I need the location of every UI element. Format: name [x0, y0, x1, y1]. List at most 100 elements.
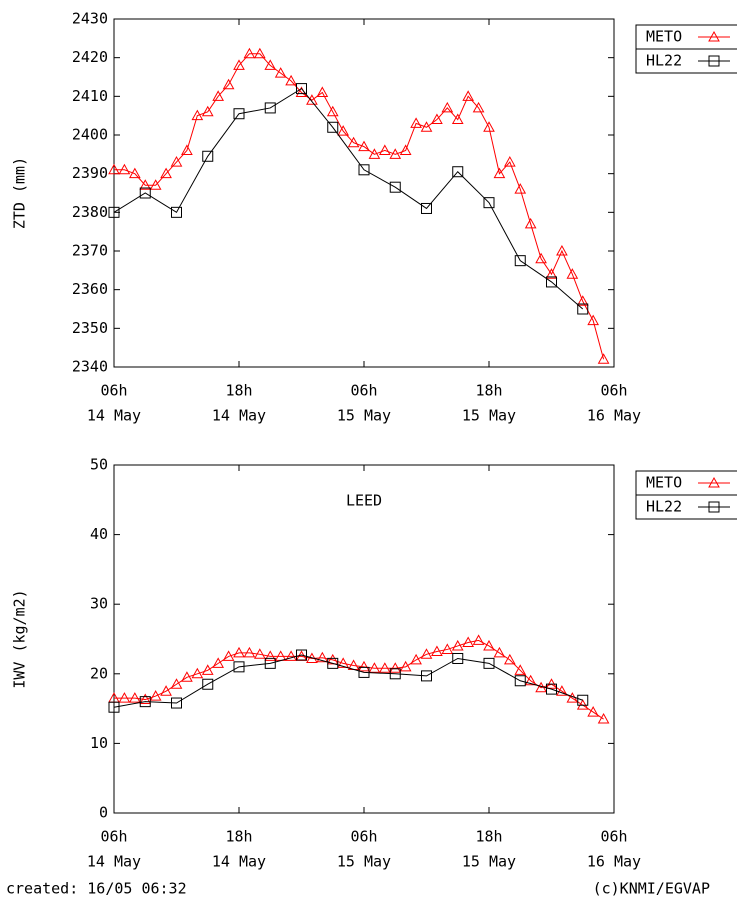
triangle-marker [108, 163, 120, 175]
triangle-marker [306, 94, 318, 105]
square-marker [358, 164, 370, 176]
square-marker [202, 150, 214, 162]
triangle-marker [410, 653, 422, 665]
triangle-marker [222, 650, 235, 661]
triangle-marker [493, 167, 506, 179]
y-tick-label: 0 [99, 804, 108, 822]
triangle-marker [587, 314, 600, 326]
triangle-marker [576, 295, 589, 306]
y-tick-label: 2400 [72, 126, 108, 144]
triangle-marker [399, 660, 412, 672]
y-tick-label: 2360 [72, 280, 108, 298]
legend-box [635, 48, 737, 74]
triangle-marker [149, 179, 162, 190]
square-marker [483, 197, 495, 209]
triangle-marker [483, 639, 495, 651]
x-tick-label: 06h [600, 382, 627, 400]
y-tick-label: 2350 [72, 319, 108, 337]
triangle-marker [493, 646, 506, 658]
triangle-marker [128, 167, 141, 179]
triangle-marker [358, 660, 370, 672]
triangle-marker [160, 167, 172, 179]
square-marker [171, 206, 182, 218]
triangle-marker [118, 692, 131, 703]
square-marker [708, 501, 720, 513]
triangle-marker [201, 105, 214, 117]
triangle-marker [514, 183, 527, 194]
x-tick-date: 16 May [587, 407, 641, 425]
triangle-marker [503, 653, 516, 665]
x-tick-date: 14 May [87, 407, 141, 425]
x-tick-date: 14 May [212, 853, 266, 871]
square-marker [452, 166, 464, 178]
legend-label: HL22 [646, 52, 682, 70]
triangle-marker [139, 179, 152, 190]
triangle-marker [337, 657, 350, 668]
triangle-marker [181, 144, 193, 155]
triangle-marker [389, 148, 402, 159]
y-axis-label: IWV (kg/m2) [11, 589, 29, 688]
x-tick-label: 06h [600, 828, 627, 846]
square-marker [483, 657, 495, 669]
square-marker [358, 666, 370, 678]
square-marker [421, 202, 432, 214]
triangle-marker [503, 156, 516, 167]
legend-label: METO [646, 28, 682, 46]
legend-label: HL22 [646, 498, 682, 516]
triangle-marker [441, 101, 454, 113]
triangle-marker [264, 59, 277, 70]
triangle-marker [389, 662, 402, 673]
x-tick-label: 18h [225, 382, 252, 400]
triangle-marker [483, 121, 495, 132]
y-tick-label: 50 [90, 456, 108, 474]
triangle-marker [368, 148, 381, 159]
x-tick-date: 15 May [337, 853, 391, 871]
x-tick-date: 16 May [587, 853, 641, 871]
triangle-marker [556, 244, 568, 256]
triangle-marker [378, 144, 391, 155]
triangle-marker [316, 86, 329, 97]
triangle-marker [253, 648, 266, 659]
triangle-marker [274, 67, 287, 78]
triangle-marker [326, 105, 339, 117]
x-tick-label: 06h [100, 382, 127, 400]
triangle-marker [170, 678, 183, 689]
square-marker [389, 668, 401, 680]
square-marker [327, 657, 339, 669]
triangle-marker [149, 690, 162, 701]
square-marker [327, 121, 339, 133]
x-tick-label: 06h [100, 828, 127, 846]
y-tick-label: 2380 [72, 203, 108, 221]
triangle-marker [431, 113, 443, 125]
x-tick-date: 14 May [87, 853, 141, 871]
triangle-marker [587, 706, 600, 717]
square-marker [139, 696, 151, 708]
triangle-marker [264, 650, 277, 661]
square-marker [108, 206, 120, 218]
square-marker [264, 102, 276, 114]
triangle-marker [222, 78, 235, 90]
triangle-marker [368, 662, 381, 673]
triangle-marker [285, 650, 297, 661]
square-marker [514, 255, 526, 267]
triangle-marker [347, 136, 360, 148]
triangle-marker [233, 59, 245, 70]
triangle-marker [472, 101, 485, 113]
triangle-marker [514, 664, 527, 675]
square-marker [139, 187, 151, 199]
triangle-marker [128, 692, 141, 703]
triangle-marker [566, 268, 579, 279]
triangle-marker [462, 636, 475, 647]
triangle-marker [181, 671, 193, 682]
x-tick-date: 15 May [462, 407, 516, 425]
square-marker [108, 701, 120, 713]
square-marker [296, 649, 307, 661]
square-marker [264, 657, 276, 669]
x-tick-date: 15 May [462, 853, 516, 871]
triangle-marker [160, 685, 172, 696]
series-line [113, 654, 583, 708]
triangle-marker [316, 651, 329, 663]
triangle-marker [597, 713, 610, 724]
triangle-marker [524, 217, 537, 229]
